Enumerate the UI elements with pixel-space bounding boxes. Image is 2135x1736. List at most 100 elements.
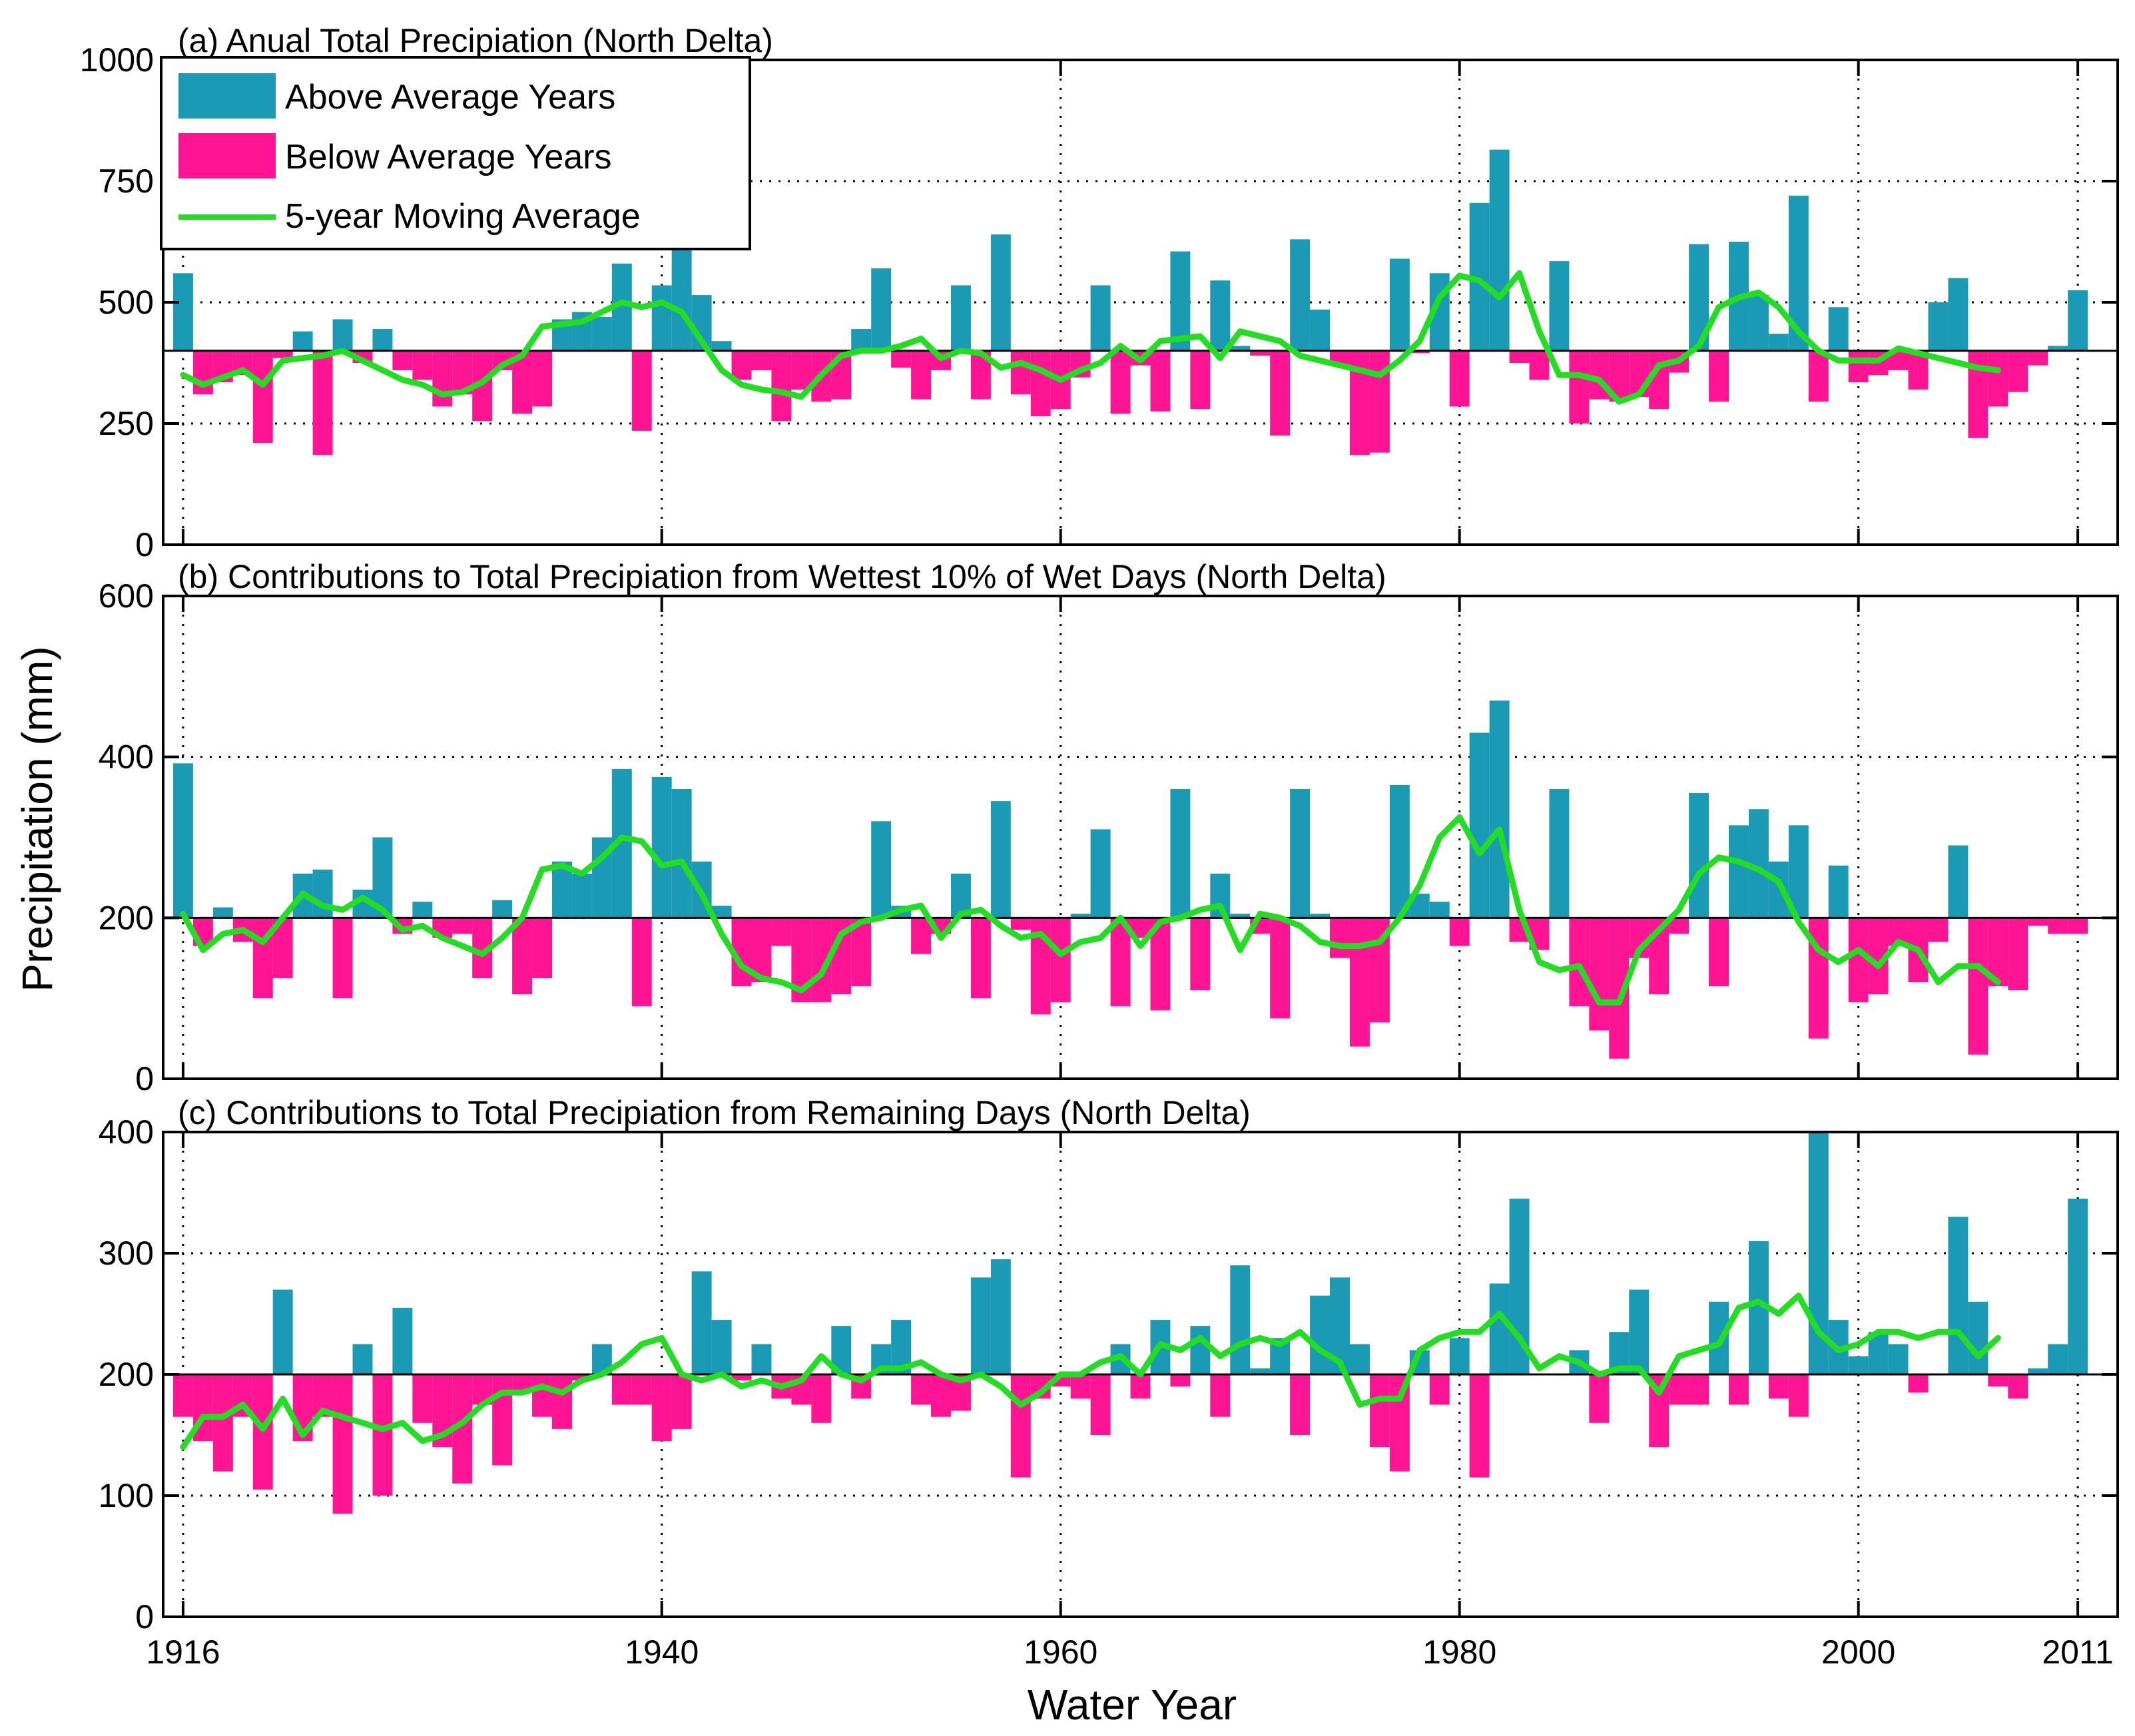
bar-below-average — [1349, 918, 1370, 1047]
bar-above-average — [1070, 914, 1091, 918]
bar-below-average — [731, 1374, 752, 1381]
bar-above-average — [1310, 914, 1331, 918]
bar-below-average — [1709, 918, 1729, 987]
bar-above-average — [990, 801, 1011, 918]
bar-below-average — [1110, 350, 1131, 414]
panel-b: 0 200 400 600 (b) Contributions to Total Pr… — [99, 558, 2119, 1097]
bar-above-average — [1290, 239, 1311, 351]
bar-above-average — [751, 1344, 772, 1374]
bar-below-average — [811, 1374, 832, 1423]
bar-below-average — [931, 1374, 951, 1417]
moving-average-line — [180, 1293, 2001, 1450]
bar-below-average — [1928, 918, 1949, 942]
bar-below-average — [1409, 350, 1430, 354]
bar-above-average — [172, 273, 193, 351]
x-axis-title: Water Year — [1028, 1681, 1237, 1729]
x-tick-labels: 1916 1940 1960 1980 2000 2011 — [146, 1633, 2114, 1671]
bar-above-average — [1310, 1295, 1331, 1374]
bar-below-average — [671, 1374, 692, 1429]
bar-above-average — [1748, 809, 1769, 918]
bar-above-average — [372, 329, 393, 351]
bar-above-average — [1389, 784, 1410, 918]
bar-below-average — [771, 918, 792, 946]
bar-below-average — [272, 350, 293, 358]
bar-above-average — [1090, 829, 1111, 918]
bar-above-average — [1948, 1217, 1969, 1374]
bar-above-average — [1928, 302, 1949, 351]
bar-above-average — [711, 341, 732, 351]
bar-below-average — [2008, 918, 2028, 991]
bar-above-average — [172, 763, 193, 918]
bar-above-average — [412, 902, 433, 918]
bar-below-average — [911, 918, 932, 954]
bar-below-average — [492, 1374, 513, 1466]
bar-below-average — [911, 350, 932, 400]
bar-above-average — [272, 1289, 293, 1374]
bar-below-average — [412, 1374, 433, 1423]
bar-below-average — [1968, 918, 1988, 1055]
bar-above-average — [1728, 825, 1749, 918]
bar-below-average — [1010, 918, 1031, 930]
y-tick-label: 300 — [99, 1235, 154, 1272]
bar-below-average — [1170, 1374, 1191, 1387]
bar-below-average — [1449, 918, 1470, 946]
bar-below-average — [2008, 1374, 2028, 1399]
bar-above-average — [292, 331, 313, 351]
bar-below-average — [2028, 918, 2048, 926]
bar-below-average — [1589, 1374, 1610, 1423]
bar-below-average — [1250, 350, 1271, 356]
moving-average-line — [180, 814, 2001, 1006]
bar-above-average — [691, 1271, 712, 1374]
bar-above-average — [1748, 295, 1769, 351]
bar-below-average — [651, 1374, 672, 1442]
bar-above-average — [2048, 1344, 2068, 1374]
bar-above-average — [1768, 334, 1789, 351]
bar-below-average — [1669, 1374, 1689, 1405]
y-tick-label: 250 — [99, 405, 154, 442]
bar-above-average — [651, 285, 672, 351]
bar-below-average — [332, 1374, 353, 1514]
bar-above-average — [1469, 732, 1490, 918]
bar-below-average — [2028, 350, 2048, 366]
bar-above-average — [2068, 290, 2088, 351]
x-tick-label: 2011 — [2042, 1633, 2114, 1671]
panel-c-title: (c) Contributions to Total Precipiation … — [178, 1094, 1251, 1131]
bar-above-average — [1549, 261, 1570, 351]
bar-above-average — [352, 1344, 373, 1374]
bar-above-average — [2028, 1368, 2048, 1374]
bar-below-average — [312, 350, 333, 455]
bar-below-average — [631, 1374, 652, 1405]
bar-below-average — [1010, 350, 1031, 395]
y-tick-label: 0 — [135, 1598, 154, 1635]
bar-below-average — [1330, 918, 1350, 958]
y-tick-label: 400 — [99, 738, 154, 776]
bar-below-average — [1509, 350, 1530, 363]
bar-below-average — [1728, 1374, 1749, 1405]
bar-above-average — [1689, 793, 1709, 918]
bar-above-average — [651, 776, 672, 918]
bar-above-average — [990, 1259, 1011, 1374]
bar-below-average — [791, 350, 812, 390]
bar-below-average — [1988, 350, 2008, 407]
bar-above-average — [950, 285, 971, 351]
bar-above-average — [332, 319, 353, 351]
bar-above-average — [711, 906, 732, 918]
bar-above-average — [871, 268, 892, 351]
bar-above-average — [671, 234, 692, 351]
bar-above-average — [871, 821, 892, 918]
bar-below-average — [432, 350, 453, 407]
bar-below-average — [1429, 1374, 1450, 1405]
bar-above-average — [1968, 1301, 1988, 1374]
bar-above-average — [392, 1307, 413, 1374]
bar-below-average — [1270, 350, 1291, 436]
bar-below-average — [970, 918, 991, 999]
y-tick-label: 200 — [99, 1356, 154, 1393]
bar-above-average — [1170, 789, 1191, 918]
y-tick-label: 750 — [99, 162, 154, 200]
bar-above-average — [671, 789, 692, 918]
bar-below-average — [2008, 350, 2028, 392]
bar-below-average — [1110, 918, 1131, 1007]
legend-label-above: Above Average Years — [285, 78, 615, 117]
bar-above-average — [1389, 258, 1410, 351]
bar-above-average — [2068, 1199, 2088, 1374]
